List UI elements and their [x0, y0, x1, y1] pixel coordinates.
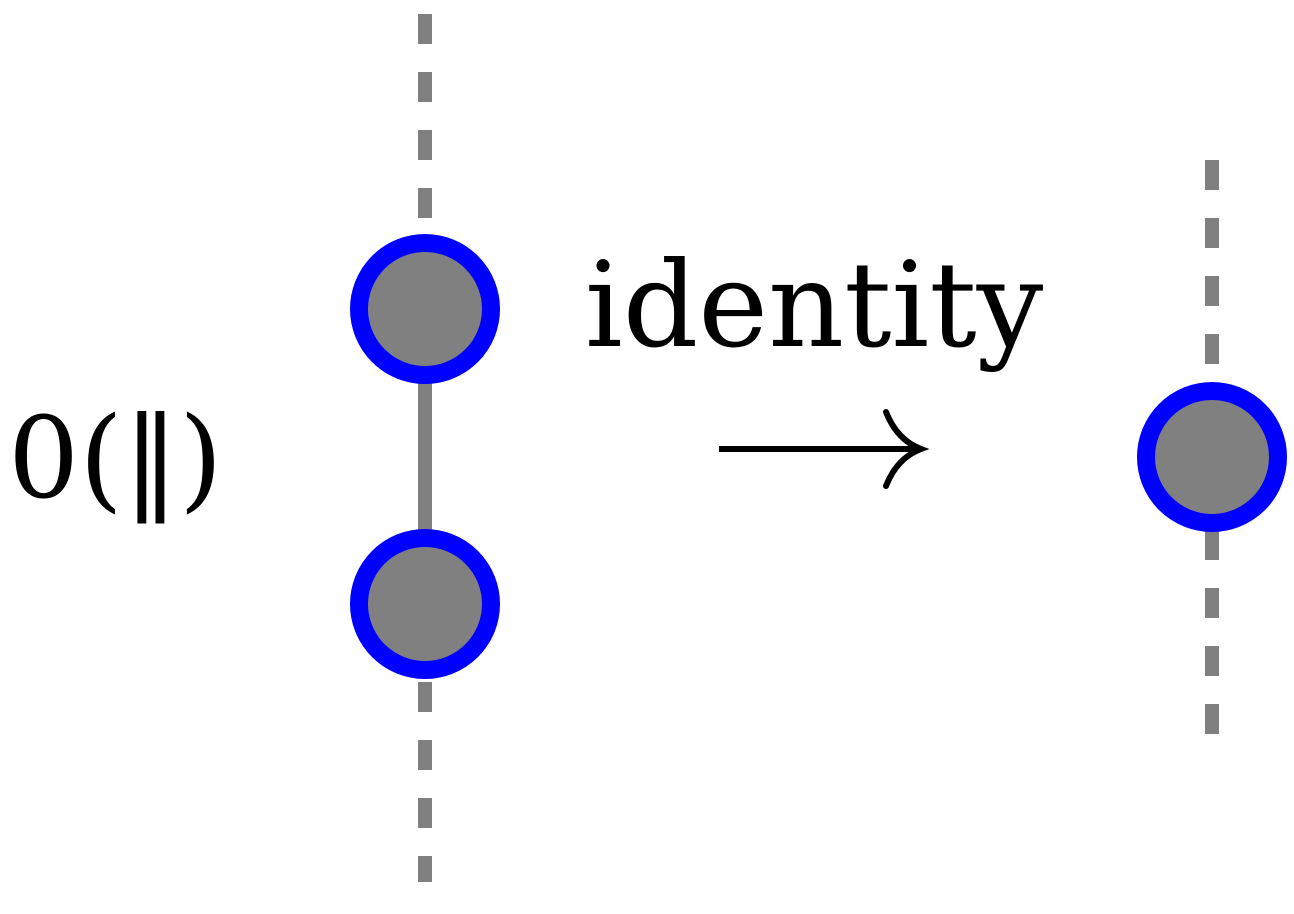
right-node	[1137, 382, 1287, 532]
left-top-node	[350, 234, 500, 384]
arrow-label: identity	[585, 236, 1044, 374]
left-bottom-node	[350, 529, 500, 679]
left-label: 0(‖)	[8, 394, 223, 524]
right-arrow-icon	[719, 409, 930, 489]
